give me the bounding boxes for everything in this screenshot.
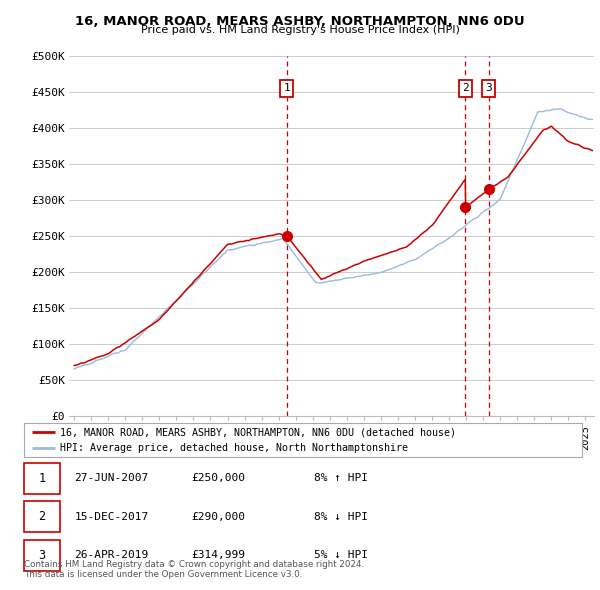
Text: 16, MANOR ROAD, MEARS ASHBY, NORTHAMPTON, NN6 0DU: 16, MANOR ROAD, MEARS ASHBY, NORTHAMPTON… [75,15,525,28]
Text: 1: 1 [38,472,46,485]
Text: 26-APR-2019: 26-APR-2019 [74,550,148,560]
Text: £314,999: £314,999 [191,550,245,560]
Text: 8% ↑ HPI: 8% ↑ HPI [314,474,368,483]
Text: Price paid vs. HM Land Registry's House Price Index (HPI): Price paid vs. HM Land Registry's House … [140,25,460,35]
Text: Contains HM Land Registry data © Crown copyright and database right 2024.
This d: Contains HM Land Registry data © Crown c… [24,560,364,579]
Text: 16, MANOR ROAD, MEARS ASHBY, NORTHAMPTON, NN6 0DU (detached house): 16, MANOR ROAD, MEARS ASHBY, NORTHAMPTON… [60,427,456,437]
Text: 1: 1 [284,83,290,93]
Text: 3: 3 [38,549,46,562]
Text: 8% ↓ HPI: 8% ↓ HPI [314,512,368,522]
Text: 2: 2 [38,510,46,523]
Text: HPI: Average price, detached house, North Northamptonshire: HPI: Average price, detached house, Nort… [60,443,408,453]
Text: 27-JUN-2007: 27-JUN-2007 [74,474,148,483]
Text: 2: 2 [462,83,469,93]
Bar [24,502,60,532]
Bar [24,463,60,494]
Text: 5% ↓ HPI: 5% ↓ HPI [314,550,368,560]
Text: 3: 3 [485,83,492,93]
Text: 15-DEC-2017: 15-DEC-2017 [74,512,148,522]
Text: £250,000: £250,000 [191,474,245,483]
Text: £290,000: £290,000 [191,512,245,522]
Bar [24,540,60,571]
